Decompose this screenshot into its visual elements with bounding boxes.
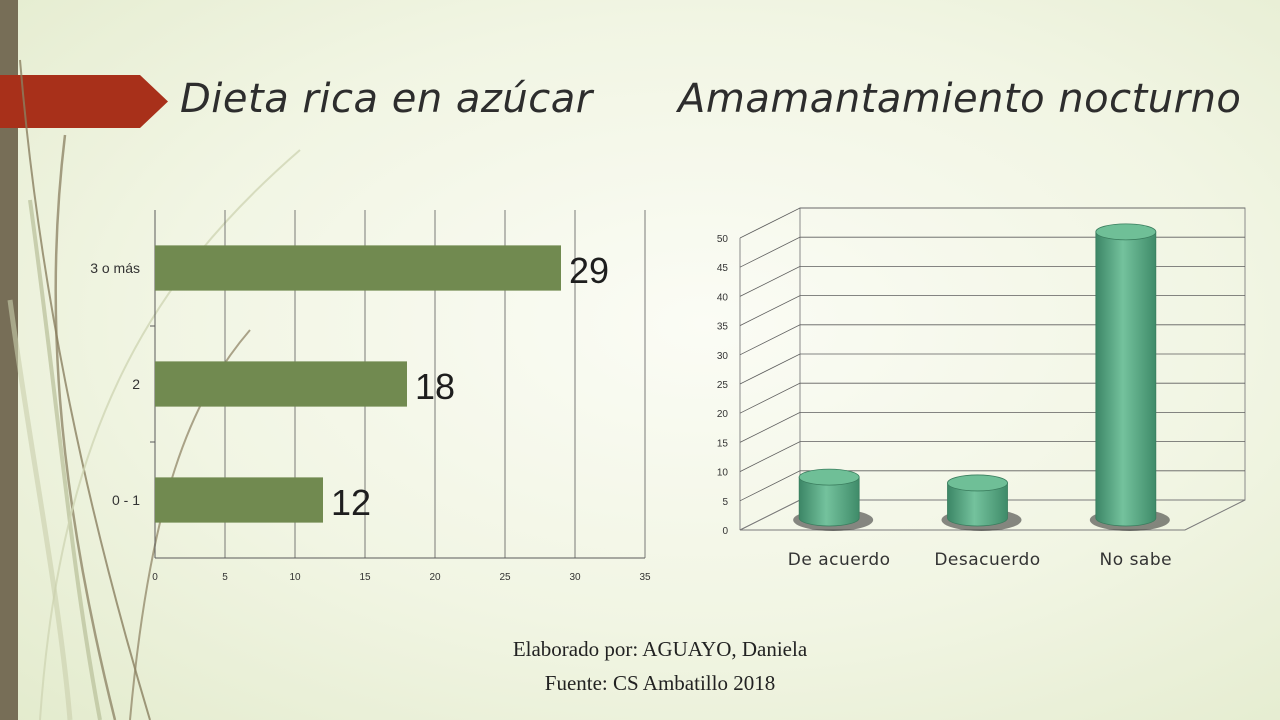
- chart1-bar: [155, 477, 323, 523]
- chart2-gridline: [739, 441, 1245, 472]
- chart1-category-label: 2: [132, 376, 140, 392]
- chart2-gridline: [739, 324, 1245, 356]
- chart1-x-tick-label: 25: [499, 572, 511, 583]
- night-breastfeeding-3d-chart: 0 5 10 15 20 25 30 35 40 45 50 De acuerdo Desacuerdo…: [717, 207, 1246, 570]
- chart2-gridline: [739, 353, 1245, 385]
- chart1-x-tick-label: 15: [359, 572, 371, 583]
- chart2-y-tick-label: 50: [717, 234, 729, 245]
- chart1-x-tick-label: 20: [429, 572, 441, 583]
- chart1-category-label: 0 - 1: [112, 492, 140, 508]
- title-arrow-shape: [0, 75, 168, 128]
- chart2-gridline: [739, 266, 1245, 297]
- slide-title-left: Dieta rica en azúcar: [180, 76, 593, 122]
- chart1-x-tick-label: 35: [639, 572, 651, 583]
- source-reference: Fuente: CS Ambatillo 2018: [544, 671, 776, 695]
- chart2-y-tick-label: 15: [717, 438, 729, 449]
- chart2-gridline: [739, 411, 1245, 443]
- chart1-x-tick-label: 10: [289, 572, 301, 583]
- chart1-x-tick-label: 5: [222, 572, 228, 583]
- chart2-category-label: De acuerdo: [788, 550, 891, 570]
- chart2-cylinder-top: [798, 468, 860, 486]
- slide-title-right: Amamantamiento nocturno: [678, 76, 1242, 122]
- chart2-cylinder: [798, 476, 860, 527]
- chart2-y-tick-label: 45: [717, 263, 729, 274]
- chart1-data-label: 12: [331, 482, 371, 523]
- chart2-y-tick-label: 40: [717, 292, 729, 303]
- chart2-y-tick-label: 5: [722, 497, 728, 508]
- chart2-y-tick-label: 10: [717, 468, 729, 479]
- chart2-cylinder-top: [947, 474, 1008, 492]
- chart2-gridline: [739, 382, 1245, 414]
- chart2-category-label: No sabe: [1100, 550, 1173, 570]
- sugar-diet-bar-chart: 0 5 10 15 20 25 30 35 3 o más 29 2 18 0 - 1 12: [90, 210, 651, 583]
- chart1-x-tick-label: 30: [569, 572, 581, 583]
- chart2-y-tick-label: 20: [717, 409, 729, 420]
- chart2-y-tick-label: 25: [717, 380, 729, 391]
- chart1-bar: [155, 245, 561, 291]
- chart1-x-tick-label: 0: [152, 572, 158, 583]
- chart2-y-tick-label: 35: [717, 322, 729, 333]
- chart1-data-label: 18: [415, 366, 455, 407]
- chart2-y-tick-label: 30: [717, 351, 729, 362]
- chart1-bar: [155, 361, 407, 407]
- chart1-category-label: 3 o más: [90, 260, 140, 276]
- chart2-category-label: Desacuerdo: [934, 550, 1040, 570]
- chart2-gridline: [739, 207, 1245, 239]
- chart2-floor: [739, 499, 1246, 531]
- chart2-cylinder-top: [1095, 223, 1157, 241]
- chart2-y-tick-label: 0: [722, 526, 728, 537]
- chart2-cylinder: [1095, 231, 1157, 527]
- chart2-gridline: [739, 295, 1245, 326]
- chart1-data-label: 29: [569, 250, 609, 291]
- chart2-cylinder: [947, 482, 1008, 527]
- chart2-gridline: [739, 236, 1245, 268]
- source-author: Elaborado por: AGUAYO, Daniela: [512, 637, 808, 661]
